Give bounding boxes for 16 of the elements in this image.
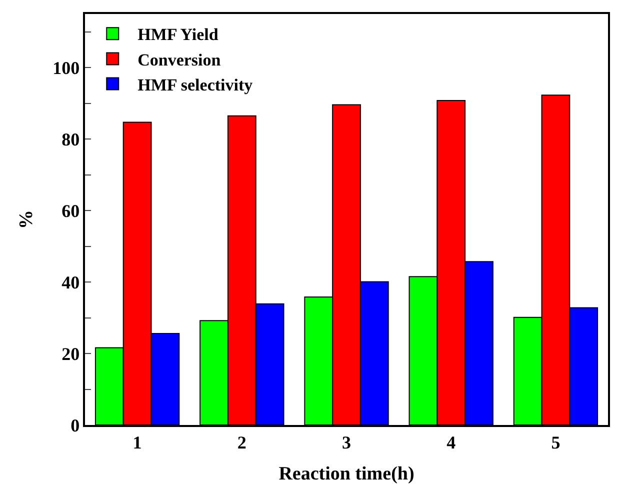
- y-tick-label: 60: [62, 200, 80, 221]
- y-axis-title: %: [16, 210, 37, 229]
- x-tick-label: 4: [446, 432, 456, 452]
- y-tick-label: 80: [62, 129, 80, 150]
- legend-label: HMF selectivity: [138, 75, 254, 94]
- y-tick-label: 0: [70, 415, 80, 436]
- x-tick-label: 1: [132, 432, 142, 452]
- x-tick-label: 5: [551, 432, 560, 452]
- x-tick-label: 2: [237, 432, 246, 452]
- x-axis-title: Reaction time(h): [278, 464, 414, 485]
- y-tick-label: 20: [62, 344, 80, 364]
- x-tick-label: 3: [342, 432, 351, 452]
- legend-label: Conversion: [138, 50, 222, 70]
- y-tick-label: 40: [62, 272, 80, 292]
- y-tick-label: 100: [52, 58, 80, 78]
- legend-label: HMF Yield: [138, 25, 219, 44]
